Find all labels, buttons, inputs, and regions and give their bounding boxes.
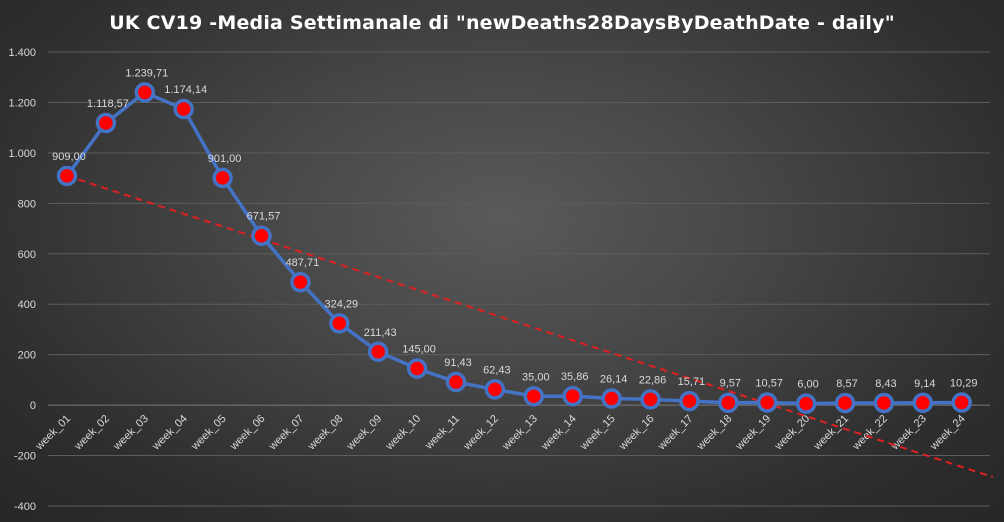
y-tick-label: 800 <box>18 198 36 210</box>
data-label: 26,14 <box>600 374 628 386</box>
data-label: 8,57 <box>836 378 857 390</box>
data-label: 909,00 <box>52 151 86 163</box>
data-point <box>95 112 117 134</box>
data-point <box>329 313 350 334</box>
x-tick-label: week_19 <box>733 413 773 453</box>
data-label: 1.118,57 <box>87 98 129 110</box>
data-point <box>134 82 156 103</box>
y-tick-label: 1.000 <box>8 148 36 160</box>
y-tick-label: 200 <box>18 350 36 362</box>
data-point <box>523 386 545 407</box>
data-point <box>56 165 78 187</box>
x-tick-label: week_06 <box>227 413 267 453</box>
data-point <box>251 225 272 246</box>
data-point <box>679 390 700 412</box>
data-label: 671,57 <box>247 211 281 223</box>
x-tick-label: week_23 <box>889 413 929 453</box>
y-tick-label: 1.400 <box>8 47 36 59</box>
data-label: 9,14 <box>914 378 935 390</box>
x-tick-label: week_11 <box>422 413 462 453</box>
x-tick-label: week_01 <box>33 413 73 453</box>
data-label: 22,86 <box>639 374 667 386</box>
data-point <box>795 393 817 414</box>
data-label: 1.239,71 <box>125 67 168 79</box>
y-tick-label: -400 <box>14 501 36 513</box>
data-point <box>173 98 194 120</box>
x-tick-label: week_10 <box>383 413 423 453</box>
x-tick-label: week_13 <box>500 413 540 453</box>
data-label: 8,43 <box>875 378 896 390</box>
x-tick-label: week_15 <box>577 413 617 453</box>
data-point <box>951 392 972 413</box>
data-point <box>640 389 661 410</box>
data-label: 91,43 <box>444 357 472 369</box>
data-label: 1.174,14 <box>164 84 207 96</box>
x-tick-label: week_18 <box>694 413 734 453</box>
data-point <box>290 271 311 293</box>
data-point <box>406 358 428 379</box>
x-tick-label: week_03 <box>111 413 151 453</box>
data-point <box>484 379 506 400</box>
x-tick-label: week_20 <box>772 413 812 453</box>
x-tick-label: week_04 <box>149 413 189 453</box>
data-point <box>445 371 467 393</box>
data-point <box>601 388 622 409</box>
x-tick-label: week_16 <box>616 413 656 453</box>
data-label: 6,00 <box>797 379 818 391</box>
data-label: 35,00 <box>522 371 550 383</box>
data-point <box>562 385 583 407</box>
x-tick-label: week_14 <box>538 413 578 453</box>
data-label: 145,00 <box>402 344 436 356</box>
x-tick-label: week_02 <box>72 413 112 453</box>
data-label: 901,00 <box>208 153 242 165</box>
data-label: 35,86 <box>561 371 589 383</box>
data-point <box>873 392 895 414</box>
x-tick-label: week_24 <box>927 413 967 453</box>
data-label: 10,57 <box>755 377 783 389</box>
data-point <box>367 341 389 363</box>
data-point <box>912 392 934 414</box>
data-label: 324,29 <box>324 298 358 310</box>
trendline <box>66 174 994 478</box>
series-line <box>65 90 962 406</box>
y-tick-label: 1.200 <box>8 97 36 109</box>
x-tick-label: week_08 <box>305 413 345 453</box>
data-label: 211,43 <box>364 327 397 339</box>
data-point <box>212 167 233 189</box>
data-label: 15,71 <box>678 376 706 388</box>
data-point <box>756 392 778 413</box>
data-label: 9,57 <box>720 378 741 390</box>
x-tick-label: week_09 <box>344 413 384 453</box>
y-tick-label: -200 <box>14 451 36 463</box>
data-point <box>834 392 856 414</box>
x-tick-label: week_17 <box>655 413 695 453</box>
data-label: 62,43 <box>483 364 511 376</box>
data-point <box>718 392 739 413</box>
y-tick-label: 400 <box>18 299 36 311</box>
x-tick-label: week_05 <box>188 413 228 453</box>
x-tick-label: week_07 <box>266 413 306 453</box>
data-label: 10,29 <box>950 378 978 390</box>
y-tick-label: 600 <box>18 249 36 261</box>
x-tick-label: week_21 <box>811 413 851 453</box>
y-tick-label: 0 <box>30 400 36 412</box>
x-tick-label: week_12 <box>461 413 501 453</box>
chart-title: UK CV19 -Media Settimanale di "newDeaths… <box>109 12 895 34</box>
data-label: 487,71 <box>286 257 320 269</box>
